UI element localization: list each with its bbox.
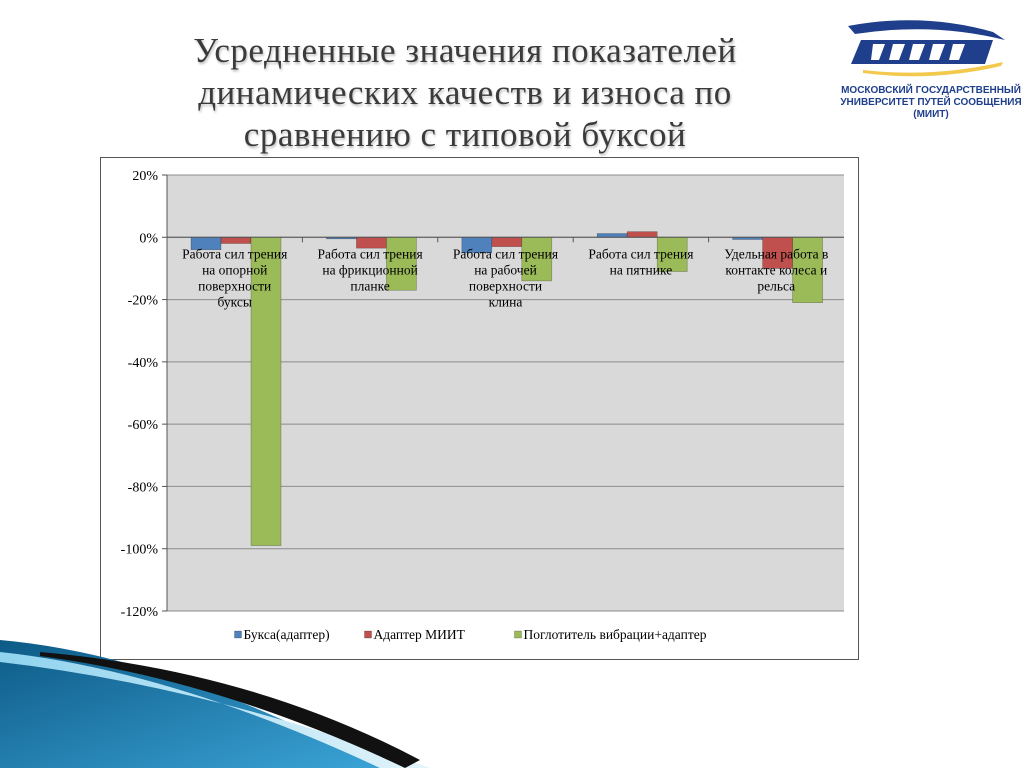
bar — [792, 236, 823, 303]
category-label-line: поверхности — [469, 278, 542, 293]
category-label: Работа сил трения на опорной поверхности бу… — [182, 246, 287, 309]
category-label-line: Удельная работа в — [724, 246, 828, 261]
category-label: Работа сил трения на пятнике — [588, 246, 693, 277]
bar — [250, 236, 282, 546]
y-tick-label: 0% — [139, 231, 158, 246]
logo-line-1: МОСКОВСКИЙ ГОСУДАРСТВЕННЫЙ — [841, 85, 1021, 96]
y-tick-label: -80% — [128, 480, 159, 495]
title-line-2: динамических качеств и износа по — [198, 73, 732, 112]
bar — [220, 236, 252, 244]
category-label-line: на фрикционной — [322, 262, 418, 277]
category-label: Работа сил трения на фрикционной планке — [318, 246, 423, 293]
bar — [596, 233, 628, 238]
miit-logo-icon — [848, 20, 1005, 77]
category-label-line: клина — [489, 294, 523, 309]
y-tick-label: 20% — [132, 169, 158, 184]
bar — [386, 236, 417, 291]
legend-swatch — [234, 630, 242, 639]
category-label-line: на рабочей — [474, 262, 537, 277]
title-line-1: Усредненные значения показателей — [193, 31, 737, 70]
bar — [521, 236, 553, 282]
category-label-line: Работа сил трения — [453, 246, 558, 261]
legend-swatch — [364, 630, 372, 639]
y-tick-label: -120% — [121, 605, 159, 620]
y-tick-label: -60% — [128, 418, 159, 433]
bar-chart: 20% 0% -20% -40% -60% -80% -100% -120% Работа си… — [121, 169, 844, 642]
category-label-line: на пятнике — [610, 262, 673, 277]
category-label-line: буксы — [218, 294, 252, 309]
category-label-line: планке — [350, 278, 389, 293]
category-label-line: рельса — [757, 278, 795, 293]
category-label: Удельная работа в контакте колеса и рельса — [724, 246, 828, 293]
logo-line-3: (МИИТ) — [913, 109, 949, 120]
legend-label: Поглотитель вибрации+адаптер — [524, 627, 707, 642]
y-tick-label: -20% — [128, 294, 159, 309]
legend-label: Адаптер МИИТ — [374, 627, 466, 642]
category-label-line: Работа сил трения — [318, 246, 423, 261]
bar — [762, 236, 793, 269]
slide-title: Усредненные значения показателей динамич… — [130, 30, 800, 156]
category-label-line: на опорной — [202, 262, 267, 277]
bar — [656, 236, 688, 272]
miit-logo: МОСКОВСКИЙ ГОСУДАРСТВЕННЫЙ УНИВЕРСИТЕТ П… — [838, 18, 1024, 128]
bar — [491, 236, 523, 247]
logo-text: МОСКОВСКИЙ ГОСУДАРСТВЕННЫЙ УНИВЕРСИТЕТ П… — [838, 85, 1024, 121]
title-line-3: сравнению с типовой буксой — [243, 115, 687, 154]
y-tick-label: -40% — [128, 356, 159, 371]
category-label: Работа сил трения на рабочей поверхности кл… — [453, 246, 558, 309]
bar — [626, 231, 658, 238]
y-tick-label: -100% — [121, 543, 159, 558]
category-label-line: Работа сил трения — [588, 246, 693, 261]
category-label-line: Работа сил трения — [182, 246, 287, 261]
category-label-line: поверхности — [198, 278, 271, 293]
decorative-stripes — [0, 640, 430, 768]
category-label-line: контакте колеса и — [725, 262, 827, 277]
legend-swatch — [514, 630, 522, 639]
chart-frame: 20% 0% -20% -40% -60% -80% -100% -120% Работа си… — [100, 157, 859, 660]
legend-label: Букса(адаптер) — [244, 627, 330, 642]
logo-line-2: УНИВЕРСИТЕТ ПУТЕЙ СООБЩЕНИЯ — [840, 97, 1022, 108]
